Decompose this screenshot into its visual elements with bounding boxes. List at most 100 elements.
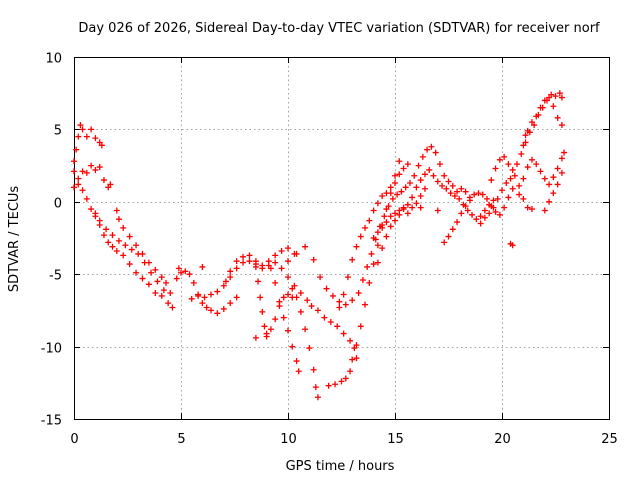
data-point	[199, 263, 206, 270]
series-arc-20	[477, 172, 535, 227]
data-point	[285, 258, 291, 265]
data-point	[477, 220, 484, 227]
data-point	[182, 268, 189, 275]
data-point	[509, 185, 516, 192]
data-point	[383, 233, 390, 240]
data-point	[285, 291, 291, 298]
data-point	[246, 252, 253, 259]
data-point	[109, 232, 116, 239]
data-point	[394, 191, 401, 198]
data-point	[163, 279, 170, 286]
data-point	[554, 181, 561, 188]
data-point	[458, 210, 465, 217]
data-point	[293, 358, 300, 365]
series-arc-7	[188, 258, 304, 302]
data-point	[169, 304, 176, 311]
data-point	[278, 248, 285, 255]
data-point	[312, 384, 319, 391]
data-point	[456, 195, 463, 202]
series-arc-15	[336, 161, 411, 311]
data-point	[520, 142, 527, 149]
y-tick-label: -10	[41, 342, 62, 357]
data-point	[77, 122, 84, 129]
data-point	[263, 333, 270, 340]
series-arc-13	[304, 297, 360, 362]
data-point	[173, 275, 180, 282]
data-point	[285, 327, 291, 334]
data-point	[158, 274, 165, 281]
data-point	[558, 122, 565, 129]
data-point	[120, 252, 127, 259]
y-tick-label: -15	[41, 414, 62, 429]
data-point	[267, 265, 274, 272]
data-point	[347, 368, 354, 375]
data-point	[83, 133, 90, 140]
data-point	[71, 168, 77, 175]
data-point	[357, 233, 364, 240]
data-point	[336, 304, 343, 311]
data-point	[357, 323, 364, 330]
data-point	[88, 206, 95, 213]
data-point	[417, 204, 424, 211]
data-point	[295, 368, 302, 375]
data-point	[481, 214, 488, 221]
data-point	[310, 256, 317, 263]
data-point	[387, 213, 394, 220]
data-point	[133, 269, 140, 276]
data-point	[329, 292, 336, 299]
data-point	[334, 323, 341, 330]
data-point	[432, 149, 439, 156]
data-point	[379, 193, 386, 200]
data-point	[546, 181, 553, 188]
data-point	[374, 200, 381, 207]
series-arc-24	[541, 169, 565, 214]
data-point	[265, 258, 272, 265]
x-tick-label: 25	[601, 432, 618, 447]
data-point	[392, 179, 398, 186]
series-arc-17	[374, 166, 497, 266]
data-point	[220, 282, 227, 289]
data-point	[233, 294, 240, 301]
data-point	[415, 162, 422, 169]
series-arc-2	[71, 162, 114, 191]
series-arc-18	[370, 185, 428, 241]
data-point	[257, 294, 264, 301]
data-point	[199, 300, 206, 307]
data-point	[133, 242, 140, 249]
data-point	[558, 94, 565, 101]
data-point	[436, 161, 443, 168]
data-point	[338, 378, 345, 385]
data-point	[402, 184, 409, 191]
data-point	[353, 355, 360, 362]
x-tick-label: 5	[177, 432, 185, 447]
data-point	[522, 132, 529, 139]
chart-title: Day 026 of 2026, Sidereal Day-to-day VTE…	[78, 21, 600, 36]
data-point	[488, 177, 495, 184]
data-point	[259, 262, 266, 269]
data-point	[464, 207, 471, 214]
x-tick-label: 0	[70, 432, 78, 447]
data-point	[473, 216, 480, 223]
data-point	[342, 301, 349, 308]
data-point	[513, 161, 520, 168]
series-arc-3	[71, 168, 176, 311]
data-point	[113, 248, 120, 255]
data-point	[272, 279, 279, 286]
y-tick-label: -5	[49, 269, 62, 284]
data-point	[507, 175, 514, 182]
data-point	[518, 151, 525, 158]
data-point	[148, 269, 155, 276]
data-point	[396, 158, 403, 165]
data-point	[88, 162, 95, 169]
data-point	[314, 394, 321, 401]
data-point	[306, 345, 313, 352]
data-point	[366, 217, 373, 224]
data-point	[374, 259, 381, 266]
data-point	[126, 261, 133, 268]
data-point	[524, 127, 531, 134]
data-point	[222, 278, 229, 285]
data-point	[362, 301, 369, 308]
data-point	[374, 229, 381, 236]
data-point	[246, 258, 253, 265]
data-point	[509, 242, 516, 249]
